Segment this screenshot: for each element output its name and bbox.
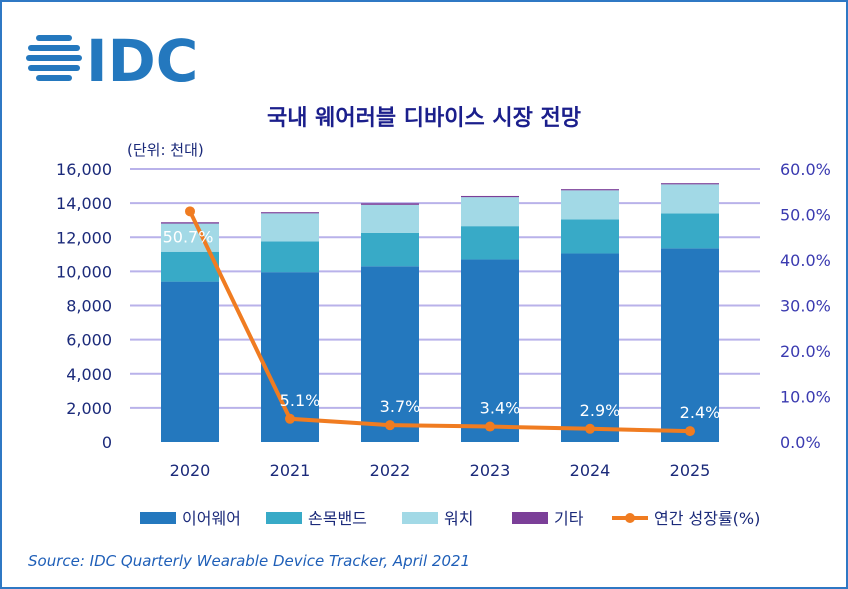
legend-label: 손목밴드	[308, 509, 367, 528]
growth-label: 50.7%	[163, 227, 214, 246]
growth-label: 3.4%	[480, 399, 521, 418]
source-note: Source: IDC Quarterly Wearable Device Tr…	[28, 552, 471, 570]
bar-기타	[161, 222, 219, 224]
bar-워치	[261, 213, 319, 242]
bar-손목밴드	[461, 226, 519, 260]
growth-point	[385, 420, 395, 431]
legend-label: 기타	[554, 509, 584, 528]
bar-기타	[561, 189, 619, 191]
growth-point	[185, 206, 195, 217]
y-tick-label: 8,000	[66, 297, 112, 316]
idc-logo: IDC	[26, 32, 198, 84]
growth-point	[285, 413, 295, 424]
y2-tick-label: 40.0%	[780, 251, 831, 270]
bar-기타	[661, 183, 719, 185]
y2-tick-label: 10.0%	[780, 388, 831, 407]
y-tick-label: 14,000	[56, 194, 112, 213]
chart-title: 국내 웨어러블 디바이스 시장 전망	[267, 106, 581, 131]
legend-label: 이어웨어	[182, 509, 241, 528]
y-tick-label: 0	[102, 433, 112, 452]
growth-point	[685, 426, 695, 437]
y-tick-label: 6,000	[66, 331, 112, 350]
y-tick-label: 4,000	[66, 365, 112, 384]
logo-text: IDC	[86, 32, 198, 84]
growth-point	[485, 421, 495, 432]
growth-line	[188, 210, 691, 434]
bar-워치	[461, 197, 519, 227]
bar-이어웨어	[261, 272, 319, 442]
legend-swatch	[402, 512, 438, 524]
bar-이어웨어	[361, 266, 419, 442]
bar-손목밴드	[561, 219, 619, 254]
bar-이어웨어	[561, 253, 619, 442]
bar-기타	[361, 203, 419, 205]
y2-tick-label: 20.0%	[780, 342, 831, 361]
y-tick-label: 10,000	[56, 262, 112, 281]
bar-손목밴드	[361, 232, 419, 267]
legend-label: 워치	[444, 509, 473, 528]
growth-point	[585, 423, 595, 434]
y2-tick-label: 50.0%	[780, 206, 831, 225]
y-tick-label: 2,000	[66, 399, 112, 418]
y-tick-label: 16,000	[56, 160, 112, 179]
bar-워치	[561, 190, 619, 220]
bar-워치	[361, 204, 419, 233]
bar-기타	[261, 212, 319, 214]
legend-swatch	[512, 512, 548, 524]
growth-label: 5.1%	[280, 391, 321, 410]
legend-marker	[625, 513, 635, 523]
legend-swatch	[266, 512, 302, 524]
x-tick-label: 2025	[670, 461, 711, 480]
y-tick-label: 12,000	[56, 228, 112, 247]
x-tick-label: 2021	[270, 461, 311, 480]
unit-label: (단위: 천대)	[127, 141, 204, 159]
bar-이어웨어	[461, 259, 519, 442]
growth-label: 2.4%	[680, 403, 721, 422]
bar-이어웨어	[661, 248, 719, 442]
x-tick-label: 2023	[470, 461, 511, 480]
bar-기타	[461, 195, 519, 198]
x-tick-label: 2022	[370, 461, 411, 480]
bar-이어웨어	[161, 281, 219, 442]
bar-워치	[661, 184, 719, 214]
bar-손목밴드	[161, 251, 219, 282]
legend-label: 연간 성장률(%)	[654, 509, 760, 528]
growth-label: 3.7%	[380, 397, 421, 416]
x-tick-label: 2020	[170, 461, 211, 480]
growth-label: 2.9%	[580, 401, 621, 420]
bar-손목밴드	[261, 241, 319, 273]
y2-tick-label: 60.0%	[780, 160, 831, 179]
legend-swatch	[140, 512, 176, 524]
x-tick-label: 2024	[570, 461, 611, 480]
y2-tick-label: 0.0%	[780, 433, 821, 452]
y2-tick-label: 30.0%	[780, 297, 831, 316]
bar-손목밴드	[661, 213, 719, 249]
